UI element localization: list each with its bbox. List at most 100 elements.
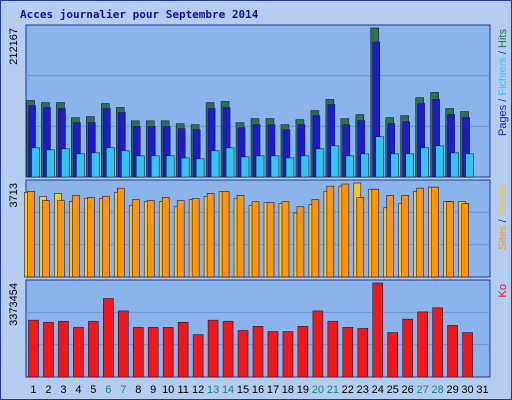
bar bbox=[222, 320, 234, 378]
y-tick-label: 3713 bbox=[8, 183, 20, 207]
bar bbox=[57, 200, 65, 278]
bar bbox=[462, 332, 473, 378]
bar bbox=[345, 155, 355, 178]
bar bbox=[435, 145, 444, 178]
legend-entry: Visites bbox=[497, 184, 509, 217]
bar bbox=[146, 200, 155, 278]
x-tick-label: 30 bbox=[461, 384, 473, 396]
bar bbox=[447, 325, 458, 378]
x-tick-label: 28 bbox=[431, 384, 443, 396]
bar bbox=[106, 147, 115, 178]
bar bbox=[42, 200, 50, 278]
x-tick-label: 23 bbox=[357, 384, 369, 396]
bar bbox=[450, 152, 459, 178]
bar bbox=[225, 147, 235, 178]
bar bbox=[372, 282, 384, 378]
bar bbox=[371, 188, 380, 278]
x-tick-label: 13 bbox=[207, 384, 219, 396]
x-tick-label: 31 bbox=[476, 384, 488, 396]
bar bbox=[432, 307, 443, 378]
bar bbox=[135, 155, 145, 178]
bar bbox=[461, 203, 469, 278]
bar bbox=[191, 198, 200, 278]
legend-entry: Hits bbox=[497, 29, 509, 48]
bar bbox=[240, 156, 250, 178]
y-tick-label: 3373454 bbox=[8, 283, 20, 326]
bar bbox=[147, 327, 159, 378]
bar bbox=[465, 153, 474, 178]
x-tick-label: 5 bbox=[90, 384, 96, 396]
bar bbox=[375, 136, 385, 178]
bar bbox=[327, 320, 339, 378]
bar bbox=[311, 199, 320, 278]
bar bbox=[341, 183, 350, 278]
x-tick-label: 7 bbox=[120, 384, 126, 396]
x-tick-label: 4 bbox=[75, 384, 81, 396]
legend-entry: Ko bbox=[497, 284, 509, 297]
x-tick-label: 12 bbox=[192, 384, 204, 396]
legend: Ko bbox=[497, 284, 509, 297]
legend-separator: / bbox=[497, 96, 509, 105]
bar bbox=[162, 327, 174, 378]
bar bbox=[192, 334, 204, 378]
bar bbox=[237, 330, 249, 378]
x-tick-label: 25 bbox=[387, 384, 399, 396]
bar bbox=[281, 201, 290, 278]
legend-entry: Pages bbox=[497, 104, 509, 136]
bar bbox=[417, 311, 428, 378]
bar bbox=[315, 148, 325, 178]
legend-separator: / bbox=[497, 48, 509, 57]
bar bbox=[87, 197, 95, 278]
bar bbox=[91, 152, 100, 178]
bar bbox=[121, 150, 130, 178]
bar bbox=[206, 193, 215, 278]
x-tick-label: 27 bbox=[417, 384, 429, 396]
bar bbox=[405, 153, 414, 178]
bar bbox=[118, 310, 129, 378]
bar bbox=[117, 187, 125, 278]
bar bbox=[387, 332, 399, 378]
bar bbox=[267, 331, 279, 378]
bar bbox=[177, 321, 189, 378]
bar bbox=[360, 153, 370, 178]
x-tick-label: 24 bbox=[372, 384, 384, 396]
legend: Pages / Fichiers / Hits bbox=[497, 29, 509, 137]
x-tick-label: 2 bbox=[45, 384, 51, 396]
x-tick-label: 29 bbox=[446, 384, 458, 396]
bar bbox=[61, 148, 70, 178]
bar bbox=[73, 327, 84, 378]
bar bbox=[282, 331, 294, 378]
bar bbox=[420, 147, 429, 178]
bar bbox=[330, 145, 340, 178]
bar bbox=[236, 195, 245, 278]
bar bbox=[161, 197, 170, 278]
x-tick-label: 16 bbox=[252, 384, 264, 396]
bar bbox=[31, 147, 40, 178]
bar bbox=[342, 327, 354, 378]
bar bbox=[285, 157, 295, 178]
bar bbox=[402, 318, 413, 378]
bar bbox=[252, 326, 264, 378]
x-tick-label: 10 bbox=[162, 384, 174, 396]
bar bbox=[195, 158, 205, 178]
x-tick-label: 1 bbox=[30, 384, 36, 396]
x-tick-label: 22 bbox=[342, 384, 354, 396]
bar bbox=[28, 319, 39, 378]
bar bbox=[356, 197, 365, 278]
x-tick-label: 15 bbox=[237, 384, 249, 396]
bar bbox=[431, 186, 439, 278]
x-tick-label: 9 bbox=[150, 384, 156, 396]
bar bbox=[416, 187, 424, 278]
bar bbox=[270, 155, 280, 178]
x-tick-label: 17 bbox=[267, 384, 279, 396]
bar bbox=[72, 195, 80, 278]
x-tick-label: 19 bbox=[297, 384, 309, 396]
bar bbox=[103, 298, 114, 378]
chart-title: Acces journalier pour Septembre 2014 bbox=[20, 8, 259, 21]
bar bbox=[326, 185, 335, 278]
bar bbox=[165, 155, 175, 178]
y-tick-label: 212167 bbox=[8, 28, 20, 65]
x-tick-label: 26 bbox=[402, 384, 414, 396]
legend-separator: / bbox=[497, 216, 509, 225]
